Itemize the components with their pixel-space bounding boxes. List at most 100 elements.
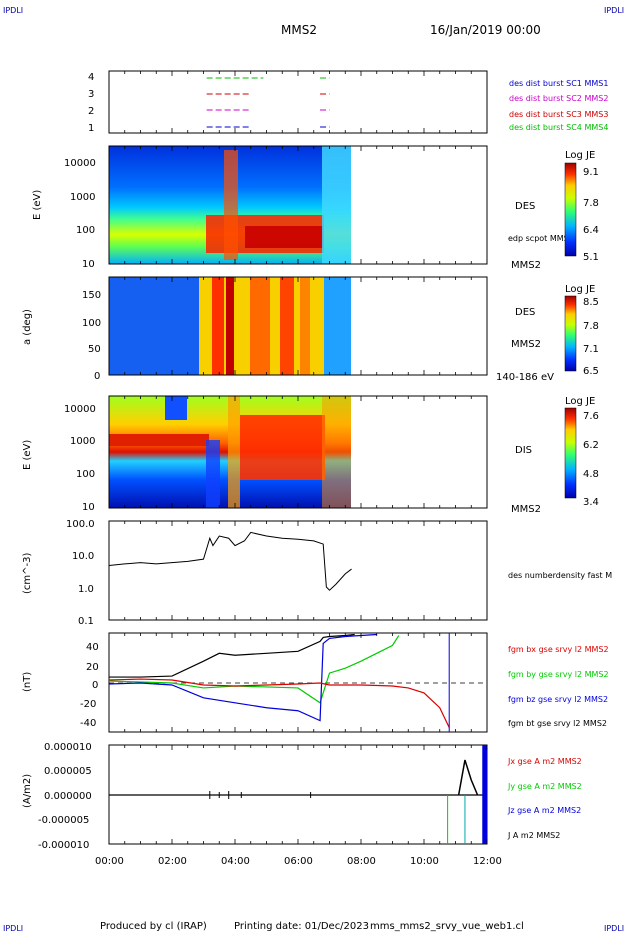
corner-label-tl: IPDLI xyxy=(3,6,23,15)
des-pitch-ytick-50: 50 xyxy=(88,344,101,355)
footer-printing: Printing date: 01/Dec/2023 xyxy=(234,921,369,932)
des-pitch-cbar-tick-1: 7.8 xyxy=(583,321,599,332)
panel-bfield: (nT) 40 20 0 -20 -40 fgm bx gse srvy l2 … xyxy=(22,632,609,733)
des-energy-ytick-10: 10 xyxy=(82,259,95,270)
des-pitch-range: 140-186 eV xyxy=(496,372,554,383)
current-jz-spike xyxy=(482,745,488,844)
corner-label-tr: IPDLI xyxy=(604,6,624,15)
current-label-jy: Jy gse A m2 MMS2 xyxy=(507,782,582,791)
dis-energy-cbar-tick-0: 7.6 xyxy=(583,411,599,422)
panel-current: (A/m2) 0.000010 0.000005 0.000000 -0.000… xyxy=(22,742,582,851)
des-pitch-cbar-tick-0: 8.5 xyxy=(583,297,599,308)
bfield-ytick-20: 20 xyxy=(86,662,99,673)
dis-energy-ytick-1000: 1000 xyxy=(70,436,95,447)
des-energy-cbar-tick-3: 5.1 xyxy=(583,252,599,263)
burst-label-sc3: des dist burst SC3 MMS3 xyxy=(509,110,608,119)
des-energy-cbar-tick-0: 9.1 xyxy=(583,167,599,178)
bfield-ytick-m20: -20 xyxy=(80,699,96,710)
bfield-ytick-40: 40 xyxy=(86,642,99,653)
dis-energy-sc: MMS2 xyxy=(511,504,541,515)
dis-energy-colorbar xyxy=(564,407,577,499)
burst-label-sc1: des dist burst SC1 MMS1 xyxy=(509,79,608,88)
bfield-label-by: fgm by gse srvy l2 MMS2 xyxy=(508,670,609,679)
density-series-label: des numberdensity fast M xyxy=(508,571,612,580)
current-j-spike xyxy=(457,759,479,796)
des-pitch-species: DES xyxy=(515,307,535,318)
panel-density: (cm^-3) 100.0 10.0 1.0 0.1 des numberden… xyxy=(22,519,612,627)
bfield-ylabel: (nT) xyxy=(22,672,33,692)
current-ytick-3: -0.000005 xyxy=(38,815,89,826)
des-pitch-ytick-100: 100 xyxy=(82,318,101,329)
dis-energy-cbar-title: Log JE xyxy=(565,396,595,407)
des-pitch-ylabel: a (deg) xyxy=(22,309,33,345)
xtick-2: 04:00 xyxy=(221,856,250,867)
xtick-5: 10:00 xyxy=(410,856,439,867)
current-ytick-4: -0.000010 xyxy=(38,840,89,851)
bfield-line xyxy=(108,635,400,704)
des-energy-cbar-tick-1: 7.8 xyxy=(583,198,599,209)
burst-ytick-2: 2 xyxy=(88,106,94,117)
corner-label-bl: IPDLI xyxy=(3,924,23,933)
bfield-line xyxy=(108,678,450,728)
des-energy-species: DES xyxy=(515,201,535,212)
xtick-4: 08:00 xyxy=(347,856,376,867)
corner-label-br: IPDLI xyxy=(604,924,624,933)
date-label: 16/Jan/2019 00:00 xyxy=(430,23,541,37)
footer-file: mms_mms2_srvy_vue_web1.cl xyxy=(370,921,524,932)
des-energy-cbar-title: Log JE xyxy=(565,150,595,161)
density-line xyxy=(108,531,352,591)
dis-energy-ytick-10: 10 xyxy=(82,502,95,513)
bfield-ytick-m40: -40 xyxy=(80,718,96,729)
bfield-line xyxy=(109,633,355,678)
burst-label-sc2: des dist burst SC2 MMS2 xyxy=(509,94,608,103)
current-label-jx: Jx gse A m2 MMS2 xyxy=(507,757,582,766)
burst-ytick-1: 1 xyxy=(88,123,94,134)
xtick-6: 12:00 xyxy=(473,856,502,867)
current-ytick-0: 0.000010 xyxy=(44,742,92,753)
des-pitch-colorbar xyxy=(564,295,577,372)
density-ylabel: (cm^-3) xyxy=(22,553,33,594)
dis-energy-cbar-tick-3: 3.4 xyxy=(583,497,599,508)
xtick-0: 00:00 xyxy=(95,856,124,867)
burst-ytick-3: 3 xyxy=(88,89,94,100)
xtick-1: 02:00 xyxy=(158,856,187,867)
panel-des-energy: E (eV) 10000 1000 100 10 DES edp scpot M… xyxy=(32,145,599,271)
des-pitch-sc: MMS2 xyxy=(511,339,541,350)
des-energy-ylabel: E (eV) xyxy=(32,190,43,220)
dis-energy-cbar-tick-1: 6.2 xyxy=(583,440,599,451)
des-pitch-cbar-title: Log JE xyxy=(565,284,595,295)
dis-energy-species: DIS xyxy=(515,445,532,456)
bfield-line xyxy=(108,633,377,722)
dis-energy-ytick-10000: 10000 xyxy=(64,404,96,415)
des-energy-ytick-10000: 10000 xyxy=(64,158,96,169)
current-label-jz: Jz gse A m2 MMS2 xyxy=(507,806,581,815)
density-ytick-100: 100.0 xyxy=(66,519,95,530)
density-ytick-0.1: 0.1 xyxy=(78,616,94,627)
des-pitch-ytick-0: 0 xyxy=(94,371,100,382)
des-energy-cbar-tick-2: 6.4 xyxy=(583,225,599,236)
des-pitch-cbar-tick-3: 6.5 xyxy=(583,366,599,377)
dis-energy-ylabel: E (eV) xyxy=(22,440,33,470)
xtick-3: 06:00 xyxy=(284,856,313,867)
panel-burst: 4 3 2 1 des dist burst SC1 MMS1 des dist… xyxy=(88,70,608,134)
panel-dis-energy: E (eV) 10000 1000 100 10 DIS MMS2 Log JE… xyxy=(22,395,599,515)
des-pitch-ytick-150: 150 xyxy=(82,290,101,301)
des-energy-ytick-1000: 1000 xyxy=(70,192,95,203)
current-ylabel: (A/m2) xyxy=(22,774,33,808)
current-label-j: J A m2 MMS2 xyxy=(507,831,560,840)
page-title: MMS2 xyxy=(281,23,317,37)
bfield-label-bt: fgm bt gse srvy l2 MMS2 xyxy=(508,719,607,728)
bfield-label-bz: fgm bz gse srvy l2 MMS2 xyxy=(508,695,608,704)
des-energy-ytick-100: 100 xyxy=(76,225,95,236)
density-ytick-10: 10.0 xyxy=(72,551,94,562)
dis-energy-cbar-tick-2: 4.8 xyxy=(583,469,599,480)
dis-energy-ytick-100: 100 xyxy=(76,469,95,480)
current-ytick-2: 0.000000 xyxy=(44,791,92,802)
burst-ytick-4: 4 xyxy=(88,72,94,83)
des-energy-colorbar xyxy=(564,162,577,257)
des-energy-scpot: edp scpot MMS2 xyxy=(508,234,574,243)
x-axis: 00:00 02:00 04:00 06:00 08:00 10:00 12:0… xyxy=(95,856,502,867)
bfield-ytick-0: 0 xyxy=(92,680,98,691)
current-ytick-1: 0.000005 xyxy=(44,766,92,777)
